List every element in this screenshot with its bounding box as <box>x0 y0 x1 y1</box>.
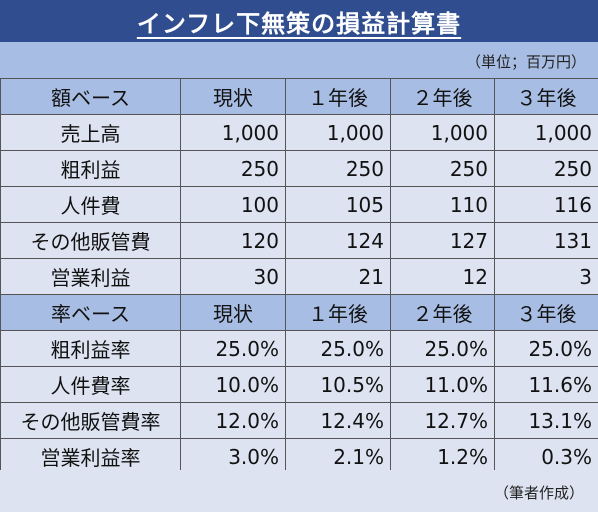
table-row: 営業利益率 3.0% 2.1% 1.2% 0.3% <box>0 438 598 475</box>
rate-section-header: 率ベース <box>0 294 181 331</box>
row-label: 粗利益 <box>0 150 181 187</box>
table-cell: 25.0% <box>180 330 286 367</box>
unit-note: （単位；百万円） <box>465 53 586 71</box>
table-cell: 250 <box>390 150 495 187</box>
table-cell: 25.0% <box>390 330 495 367</box>
table-cell: 250 <box>285 150 391 187</box>
table-row: その他販管費率 12.0% 12.4% 12.7% 13.1% <box>0 402 598 439</box>
table-cell: 12.4% <box>285 402 391 439</box>
amount-header-row: 額ベース 現状 １年後 ２年後 ３年後 <box>0 78 598 115</box>
table-cell: 10.0% <box>180 366 286 403</box>
table-cell: 12 <box>390 258 495 295</box>
row-label: その他販管費 <box>0 222 181 259</box>
table-cell: 124 <box>285 222 391 259</box>
table-cell: 110 <box>390 186 495 223</box>
table-cell: 1.2% <box>390 438 495 475</box>
table-cell: 127 <box>390 222 495 259</box>
table-cell: 21 <box>285 258 391 295</box>
source-note: （筆者作成） <box>493 484 584 502</box>
row-label: 人件費率 <box>0 366 181 403</box>
table-cell: 12.0% <box>180 402 286 439</box>
table-cell: 25.0% <box>285 330 391 367</box>
column-header: １年後 <box>285 78 391 115</box>
row-label: 営業利益率 <box>0 438 181 475</box>
table-cell: 3 <box>494 258 598 295</box>
row-label: 売上高 <box>0 114 181 151</box>
row-label: 粗利益率 <box>0 330 181 367</box>
table-cell: 25.0% <box>494 330 598 367</box>
unit-bar: （単位；百万円） <box>0 42 598 78</box>
table-cell: 11.0% <box>390 366 495 403</box>
amount-section-header: 額ベース <box>0 78 181 115</box>
table-cell: 11.6% <box>494 366 598 403</box>
table-cell: 116 <box>494 186 598 223</box>
table-row: 粗利益 250 250 250 250 <box>0 150 598 187</box>
column-header: ３年後 <box>494 294 598 331</box>
table-cell: 1,000 <box>285 114 391 151</box>
column-header: ３年後 <box>494 78 598 115</box>
table-cell: 250 <box>180 150 286 187</box>
table-row: 営業利益 30 21 12 3 <box>0 258 598 295</box>
row-label: その他販管費率 <box>0 402 181 439</box>
table-cell: 1,000 <box>390 114 495 151</box>
column-header: 現状 <box>180 294 286 331</box>
column-header: １年後 <box>285 294 391 331</box>
table-cell: 100 <box>180 186 286 223</box>
row-label: 営業利益 <box>0 258 181 295</box>
column-header: ２年後 <box>390 294 495 331</box>
footer: （筆者作成） <box>0 470 598 512</box>
table-row: 売上高 1,000 1,000 1,000 1,000 <box>0 114 598 151</box>
column-header: ２年後 <box>390 78 495 115</box>
table-cell: 131 <box>494 222 598 259</box>
table-row: その他販管費 120 124 127 131 <box>0 222 598 259</box>
table-cell: 12.7% <box>390 402 495 439</box>
table-cell: 120 <box>180 222 286 259</box>
table-cell: 0.3% <box>494 438 598 475</box>
income-statement-table: 額ベース 現状 １年後 ２年後 ３年後 売上高 1,000 1,000 1,00… <box>0 78 598 475</box>
table-row: 人件費率 10.0% 10.5% 11.0% 11.6% <box>0 366 598 403</box>
table-cell: 13.1% <box>494 402 598 439</box>
table-cell: 1,000 <box>180 114 286 151</box>
table-cell: 10.5% <box>285 366 391 403</box>
table-cell: 30 <box>180 258 286 295</box>
page-title: インフレ下無策の損益計算書 <box>136 9 462 38</box>
column-header: 現状 <box>180 78 286 115</box>
table-row: 粗利益率 25.0% 25.0% 25.0% 25.0% <box>0 330 598 367</box>
rate-header-row: 率ベース 現状 １年後 ２年後 ３年後 <box>0 294 598 331</box>
table-cell: 250 <box>494 150 598 187</box>
table-row: 人件費 100 105 110 116 <box>0 186 598 223</box>
row-label: 人件費 <box>0 186 181 223</box>
table-cell: 105 <box>285 186 391 223</box>
table-cell: 1,000 <box>494 114 598 151</box>
title-bar: インフレ下無策の損益計算書 <box>0 0 598 42</box>
